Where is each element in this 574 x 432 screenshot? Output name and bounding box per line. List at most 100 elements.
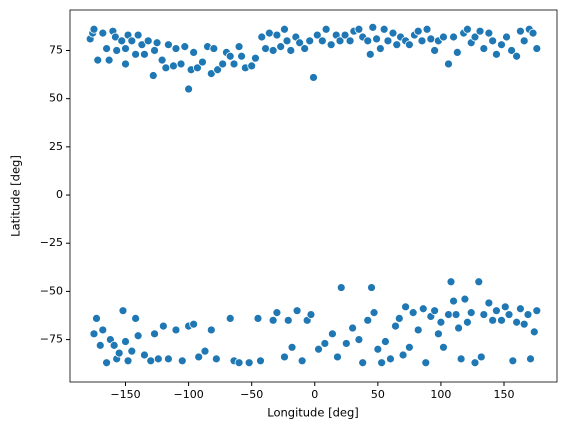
y-tick-label: 25 [49, 140, 63, 153]
point [146, 356, 156, 366]
point [508, 356, 518, 366]
point [383, 36, 393, 46]
point [398, 350, 408, 360]
point [312, 30, 322, 40]
point [532, 44, 542, 53]
point [169, 61, 178, 71]
point [456, 354, 466, 364]
point [497, 40, 506, 50]
point [328, 329, 337, 339]
y-tick-label: 50 [49, 92, 63, 105]
point [158, 321, 168, 331]
point [121, 44, 130, 53]
point [335, 36, 345, 46]
point [104, 55, 114, 65]
point [377, 358, 387, 368]
point [189, 48, 199, 57]
x-axis-label: Longitude [deg] [267, 406, 359, 420]
x-tick-label: 150 [494, 388, 515, 401]
point [449, 296, 458, 306]
point [283, 315, 293, 325]
point [256, 356, 265, 366]
point [121, 337, 130, 346]
point [470, 358, 480, 368]
point [218, 59, 228, 69]
point [479, 44, 489, 53]
point [401, 302, 411, 312]
point [114, 348, 124, 358]
point [340, 30, 350, 40]
point [109, 340, 119, 350]
point [449, 32, 458, 42]
x-tick-label: −100 [173, 388, 203, 401]
point [95, 340, 105, 350]
point [418, 304, 428, 314]
point [280, 352, 289, 362]
point [372, 34, 381, 44]
point [276, 42, 286, 52]
point [333, 352, 342, 362]
point [253, 313, 263, 323]
point [189, 319, 199, 329]
point [309, 73, 318, 82]
point [102, 44, 111, 53]
point [123, 356, 133, 366]
point [272, 30, 282, 40]
point [211, 354, 221, 364]
point [373, 344, 383, 354]
point [164, 40, 173, 50]
point [93, 55, 103, 65]
point [140, 49, 149, 59]
point [439, 342, 448, 352]
point [234, 358, 244, 368]
y-tick-label: 0 [56, 188, 63, 201]
point [529, 327, 539, 337]
point [111, 32, 120, 42]
point [516, 304, 525, 314]
point [98, 28, 108, 38]
point [446, 277, 456, 287]
point [492, 306, 501, 316]
point [131, 49, 141, 59]
x-tick-label: 100 [430, 388, 451, 401]
point [422, 24, 432, 34]
point [413, 325, 423, 335]
point [363, 315, 373, 325]
point [280, 24, 289, 34]
point [237, 51, 246, 61]
point [213, 65, 223, 75]
point [150, 329, 159, 339]
point [466, 308, 476, 318]
point [209, 44, 219, 53]
point [297, 356, 307, 366]
point [528, 28, 538, 38]
point [504, 310, 514, 319]
point [341, 339, 351, 348]
point [492, 49, 501, 59]
x-tick-label: −50 [240, 388, 263, 401]
y-tick-label: 75 [49, 43, 63, 56]
point [121, 59, 130, 69]
point [157, 55, 167, 65]
point [194, 352, 204, 362]
point [451, 310, 461, 319]
point [436, 317, 446, 327]
point [112, 46, 122, 55]
point [261, 44, 270, 53]
point [512, 317, 522, 327]
point [439, 32, 448, 42]
point [417, 36, 427, 46]
point [321, 24, 331, 34]
point [247, 61, 257, 71]
point [229, 59, 239, 69]
point [452, 48, 462, 57]
point [200, 346, 210, 356]
point [463, 317, 472, 327]
point [176, 59, 186, 69]
point [225, 51, 235, 61]
point [358, 358, 368, 368]
point [519, 36, 529, 46]
point [306, 310, 316, 319]
